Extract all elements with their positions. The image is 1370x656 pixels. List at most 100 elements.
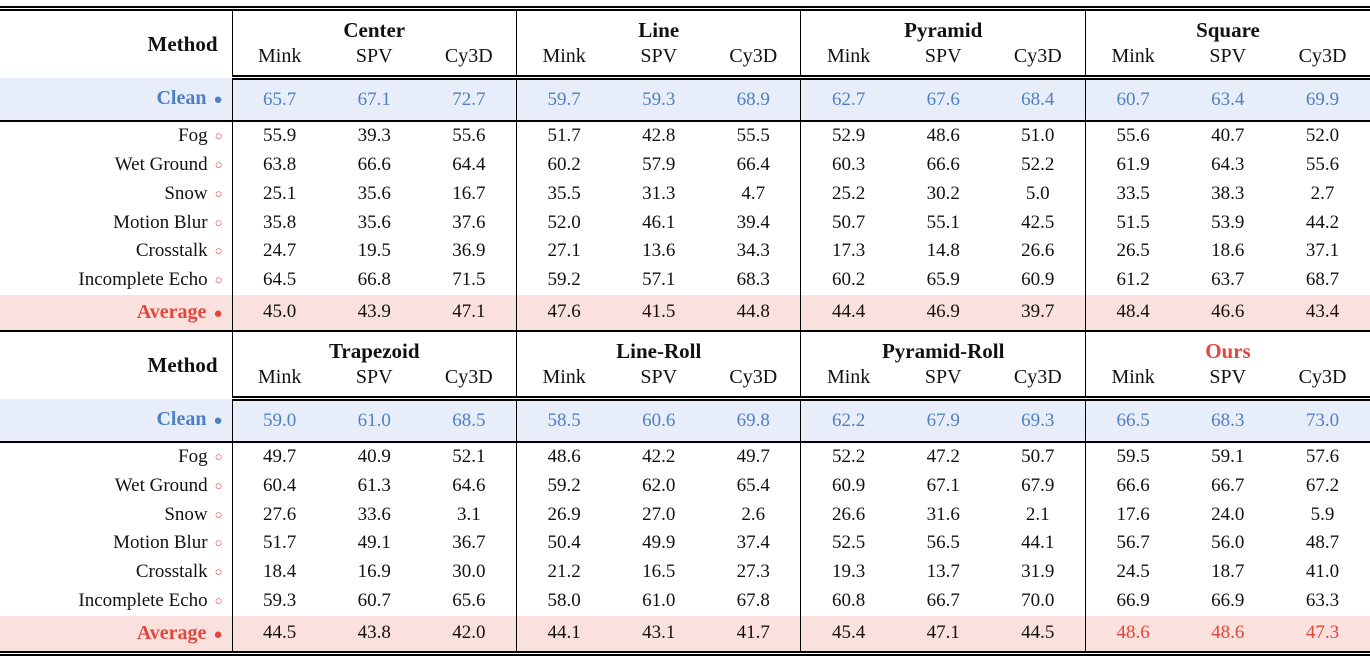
- value-cell: 66.6: [926, 153, 960, 175]
- subcol-header-cell: Mink: [1085, 43, 1181, 81]
- value-cell: 49.7: [263, 446, 297, 468]
- row-label: Clean: [156, 87, 207, 110]
- value-cell: 33.6: [357, 503, 391, 525]
- value-cell: 47.1: [895, 615, 991, 654]
- value-cell: 3.1: [421, 500, 517, 530]
- value-cell: 42.0: [421, 615, 517, 654]
- value-cell: 55.9: [263, 125, 297, 147]
- value-cell: 66.7: [926, 590, 960, 612]
- value-cell: 60.2: [832, 269, 866, 291]
- row-label-cell: Clean ●: [0, 398, 233, 444]
- value-cell: 53.9: [1211, 211, 1245, 233]
- row-label-cell: Crosstalk ○: [0, 558, 233, 588]
- value-cell: 60.6: [611, 398, 707, 444]
- row-label: Wet Ground: [114, 153, 208, 175]
- value-cell: 67.8: [706, 587, 802, 616]
- value-cell: 52.5: [832, 532, 866, 554]
- value-cell: 59.2: [547, 474, 581, 496]
- subcol-header-cell: Mink: [800, 43, 896, 81]
- value-cell: 31.6: [926, 503, 960, 525]
- row-label: Crosstalk: [135, 561, 208, 583]
- value-cell: 68.3: [706, 266, 802, 295]
- value-cell: 39.4: [706, 208, 802, 238]
- value-cell: 2.6: [706, 500, 802, 530]
- row-label-cell: Incomplete Echo ○: [0, 587, 233, 616]
- value-cell: 48.7: [1305, 532, 1340, 554]
- value-cell: 66.5: [1085, 398, 1181, 444]
- value-cell: 62.0: [642, 474, 676, 496]
- value-cell: 38.3: [1211, 182, 1245, 204]
- value-cell: 55.5: [706, 121, 802, 151]
- clean-row: Clean ● 59.0 61.0 68.5 58.5 60.6 69.8 62.2 67.9 69…: [0, 398, 1370, 444]
- value-cell: 66.4: [706, 150, 802, 180]
- value-cell: 65.7: [232, 77, 327, 123]
- value-cell: 35.5: [547, 182, 581, 204]
- value-cell: 35.8: [263, 211, 297, 233]
- open-circle-icon: ○: [214, 214, 223, 230]
- value-cell: 52.9: [832, 125, 866, 147]
- open-circle-icon: ○: [214, 593, 223, 609]
- value-cell: 66.7: [1211, 474, 1245, 496]
- value-cell: 46.9: [895, 294, 991, 330]
- value-cell: 26.5: [1116, 240, 1150, 262]
- value-cell: 26.6: [832, 503, 866, 525]
- table-body: Clean ● 65.7 67.1 72.7 59.7 59.3 68.9 62.7 67.6 68…: [0, 77, 1370, 330]
- filled-circle-icon: ●: [213, 413, 223, 430]
- value-cell: 37.4: [706, 529, 802, 559]
- open-circle-icon: ○: [214, 564, 223, 580]
- row-label-cell: Motion Blur ○: [0, 529, 233, 559]
- row-label-cell: Fog ○: [0, 442, 233, 472]
- value-cell: 64.3: [1211, 153, 1245, 175]
- value-cell: 43.8: [326, 615, 422, 654]
- row-label: Fog: [178, 125, 208, 147]
- value-cell: 41.5: [611, 294, 707, 330]
- value-cell: 65.6: [421, 587, 517, 616]
- subcol-header-cell: SPV: [895, 43, 991, 81]
- subcol-header-cell: Cy3D: [990, 364, 1086, 402]
- value-cell: 16.5: [642, 561, 676, 583]
- subcol-header-cell: SPV: [611, 364, 707, 402]
- row-label: Incomplete Echo: [78, 590, 208, 612]
- value-cell: 44.1: [516, 615, 612, 654]
- row-label-cell: Fog ○: [0, 121, 233, 151]
- value-cell: 56.0: [1211, 532, 1245, 554]
- subcol-header-cell: SPV: [326, 364, 422, 402]
- value-cell: 16.9: [357, 561, 391, 583]
- value-cell: 46.6: [1180, 294, 1276, 330]
- value-cell: 57.1: [642, 269, 676, 291]
- value-cell: 35.6: [357, 211, 391, 233]
- group-header-row: Method Trapezoid Line-Roll Pyramid-Roll Ours: [0, 330, 1370, 399]
- value-cell: 61.0: [642, 590, 676, 612]
- value-cell: 48.6: [1180, 615, 1276, 654]
- value-cell: 50.4: [547, 532, 581, 554]
- corruption-row: Snow ○ 27.6 33.6 3.1 26.9 27.0 2.6 26.6 31.6 2.1 17…: [0, 500, 1370, 530]
- value-cell: 24.0: [1211, 503, 1245, 525]
- value-cell: 58.5: [516, 398, 612, 444]
- value-cell: 31.9: [990, 558, 1086, 588]
- row-label: Crosstalk: [135, 240, 208, 262]
- value-cell: 59.1: [1211, 446, 1245, 468]
- subcol-header-cell: Cy3D: [421, 364, 517, 402]
- value-cell: 66.6: [357, 153, 391, 175]
- subcol-header-cell: Cy3D: [1275, 43, 1370, 81]
- open-circle-icon: ○: [214, 185, 223, 201]
- corruption-row: Incomplete Echo ○ 59.3 60.7 65.6 58.0 61.0 67.8…: [0, 587, 1370, 616]
- value-cell: 48.6: [1085, 615, 1181, 654]
- subcol-header-cell: SPV: [895, 364, 991, 402]
- value-cell: 64.4: [421, 150, 517, 180]
- subcol-header-cell: Mink: [232, 43, 327, 81]
- row-label: Average: [136, 621, 207, 644]
- value-cell: 52.0: [547, 211, 581, 233]
- value-cell: 17.3: [832, 240, 866, 262]
- value-cell: 69.3: [990, 398, 1086, 444]
- value-cell: 68.4: [990, 77, 1086, 123]
- corruption-row: Wet Ground ○ 60.4 61.3 64.6 59.2 62.0 65.4 60.9 6…: [0, 471, 1370, 501]
- value-cell: 63.3: [1305, 590, 1340, 612]
- value-cell: 51.7: [263, 532, 297, 554]
- average-row: Average ● 44.5 43.8 42.0 44.1 43.1 41.7 45.4 47.1…: [0, 615, 1370, 654]
- value-cell: 68.9: [706, 77, 802, 123]
- open-circle-icon: ○: [214, 128, 223, 144]
- value-cell: 25.2: [832, 182, 866, 204]
- corruption-row: Crosstalk ○ 24.7 19.5 36.9 27.1 13.6 34.3 17.3 14…: [0, 237, 1370, 267]
- row-label-cell: Wet Ground ○: [0, 471, 233, 501]
